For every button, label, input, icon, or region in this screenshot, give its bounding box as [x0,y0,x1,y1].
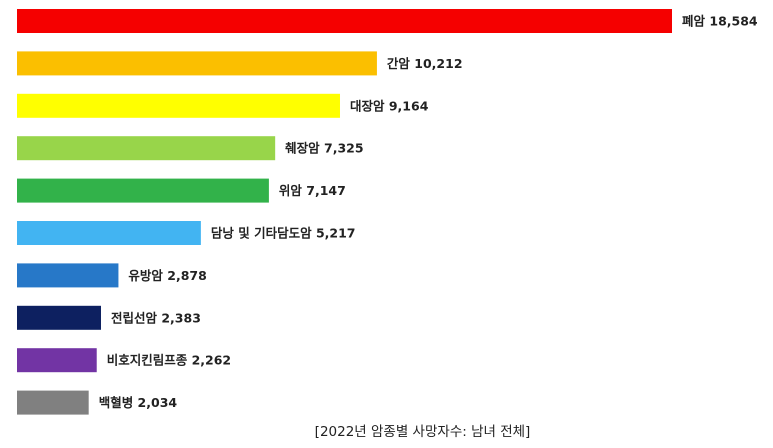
bar-label-5: 담낭 및 기타담도암 5,217 [211,226,356,241]
value-label-2: 9,164 [385,98,429,113]
value-label-3: 7,325 [320,141,364,156]
bar-4 [17,178,269,203]
bar-7 [17,305,101,330]
bar-label-1: 간암 10,212 [387,56,463,71]
category-label-2: 대장암 [350,98,385,113]
value-label-8: 2,262 [187,353,231,368]
category-label-9: 백혈병 [99,395,134,410]
bar-label-4: 위암 7,147 [279,183,346,198]
value-label-9: 2,034 [133,395,177,410]
bar-label-9: 백혈병 2,034 [99,395,178,410]
category-label-8: 비호지킨림프종 [107,353,188,368]
category-label-3: 췌장암 [285,141,320,156]
bar-5 [17,221,201,245]
value-label-6: 2,878 [163,268,207,283]
value-label-7: 2,383 [157,310,201,325]
value-label-0: 18,584 [705,14,758,29]
bar-label-8: 비호지킨림프종 2,262 [107,353,231,368]
category-label-0: 폐암 [682,14,706,29]
bar-label-2: 대장암 9,164 [350,98,429,113]
category-label-1: 간암 [387,56,411,71]
bar-label-3: 췌장암 7,325 [285,141,363,156]
bar-9 [17,390,89,415]
category-label-5: 담낭 및 기타담도암 [211,226,312,241]
category-label-4: 위암 [279,183,303,198]
bar-8 [17,348,97,373]
bar-6 [17,263,119,288]
bar-0 [17,9,672,33]
category-label-7: 전립선암 [111,310,158,325]
bar-label-7: 전립선암 2,383 [111,310,201,325]
bar-label-0: 폐암 18,584 [682,14,758,29]
bar-2 [17,93,340,118]
chart-title: [2022년 암종별 사망자수: 남녀 전체] [314,424,531,440]
value-label-5: 5,217 [312,226,356,241]
value-label-4: 7,147 [302,183,346,198]
chart-title-container: [2022년 암종별 사망자수: 남녀 전체] [0,420,773,440]
bar-label-6: 유방암 2,878 [128,268,206,283]
bar-3 [17,136,276,161]
bar-1 [17,51,377,76]
value-label-1: 10,212 [410,56,463,71]
category-label-6: 유방암 [128,268,163,283]
